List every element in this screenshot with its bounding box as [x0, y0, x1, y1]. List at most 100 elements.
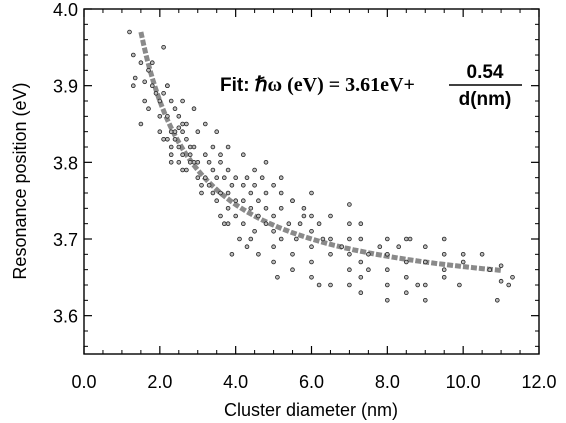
data-point: [248, 190, 254, 196]
x-tick-label: 0.0: [71, 372, 96, 392]
data-point: [195, 129, 201, 135]
data-point: [309, 213, 314, 219]
data-point: [248, 206, 254, 211]
data-point: [358, 221, 364, 227]
data-point: [191, 106, 197, 111]
data-point: [328, 213, 333, 219]
data-point: [297, 221, 303, 227]
data-point: [271, 213, 276, 219]
data-point: [180, 121, 185, 127]
data-point: [286, 221, 292, 227]
data-point: [161, 137, 166, 142]
data-point: [222, 175, 227, 181]
x-axis-ticks: 0.0 2.0 4.0 6.0 8.0 10.0 12.0: [71, 9, 557, 392]
data-point: [384, 282, 390, 288]
data-point: [422, 259, 428, 265]
data-point: [195, 175, 201, 181]
data-point: [320, 236, 326, 242]
scatter-points: [127, 29, 515, 303]
data-point: [191, 144, 197, 150]
data-point: [506, 282, 512, 288]
data-point: [309, 274, 314, 280]
y-tick-label: 3.6: [53, 307, 78, 327]
data-point: [146, 106, 151, 111]
data-point: [441, 236, 447, 242]
data-point: [138, 60, 144, 65]
data-point: [328, 252, 333, 257]
data-point: [460, 259, 466, 265]
fit-denominator: d(nm): [459, 89, 512, 110]
x-tick-label: 8.0: [375, 372, 400, 392]
data-point: [241, 152, 246, 158]
data-point: [150, 83, 155, 88]
data-point: [457, 282, 462, 288]
data-point: [142, 79, 148, 85]
data-point: [241, 221, 246, 227]
data-point: [176, 114, 182, 119]
data-point: [233, 198, 239, 204]
data-point: [403, 274, 409, 280]
data-point: [146, 68, 151, 73]
data-point: [233, 175, 239, 181]
data-point: [203, 175, 208, 181]
fit-numerator: 0.54: [467, 62, 504, 83]
data-point: [290, 198, 295, 204]
data-point: [244, 175, 250, 181]
data-point: [218, 190, 223, 196]
data-point: [206, 160, 212, 165]
data-point: [316, 282, 322, 288]
data-point: [172, 106, 178, 111]
data-point: [138, 121, 144, 127]
data-point: [441, 274, 447, 280]
data-point: [494, 297, 500, 303]
data-point: [358, 236, 364, 242]
data-point: [180, 98, 185, 104]
data-point: [176, 144, 182, 150]
data-point: [180, 129, 185, 135]
data-point: [233, 213, 239, 219]
data-point: [168, 129, 174, 135]
y-axis-ticks: 3.6 3.7 3.8 3.9 4.0: [53, 0, 539, 347]
data-point: [199, 183, 204, 188]
data-point: [225, 206, 231, 211]
data-point: [358, 259, 364, 265]
data-point: [131, 52, 136, 58]
data-point: [176, 160, 182, 165]
data-point: [271, 244, 276, 250]
data-point: [172, 129, 178, 135]
data-point: [271, 229, 276, 234]
data-point: [225, 167, 231, 173]
x-tick-label: 10.0: [446, 372, 481, 392]
data-point: [252, 229, 257, 234]
data-point: [403, 236, 409, 242]
data-point: [422, 297, 428, 303]
data-point: [168, 144, 174, 150]
data-point: [252, 167, 257, 173]
data-point: [415, 282, 421, 288]
data-point: [403, 259, 409, 265]
data-point: [290, 267, 295, 273]
data-point: [396, 244, 402, 250]
data-point: [203, 152, 208, 158]
data-point: [498, 278, 504, 284]
data-point: [165, 83, 170, 88]
data-point: [150, 60, 155, 65]
data-point: [241, 183, 246, 188]
data-point: [184, 137, 189, 142]
data-point: [180, 167, 185, 173]
data-point: [153, 91, 159, 96]
data-point: [256, 198, 261, 204]
y-axis-label: Resonance position (eV): [10, 82, 30, 279]
data-point: [214, 175, 220, 181]
data-point: [176, 125, 182, 131]
data-point: [441, 252, 447, 257]
data-point: [309, 244, 314, 250]
data-point: [187, 160, 193, 165]
data-point: [403, 290, 409, 296]
data-point: [366, 267, 371, 273]
data-point: [210, 144, 216, 150]
data-point: [328, 236, 333, 242]
data-point: [187, 152, 193, 158]
data-point: [229, 252, 235, 257]
data-point: [309, 190, 314, 196]
